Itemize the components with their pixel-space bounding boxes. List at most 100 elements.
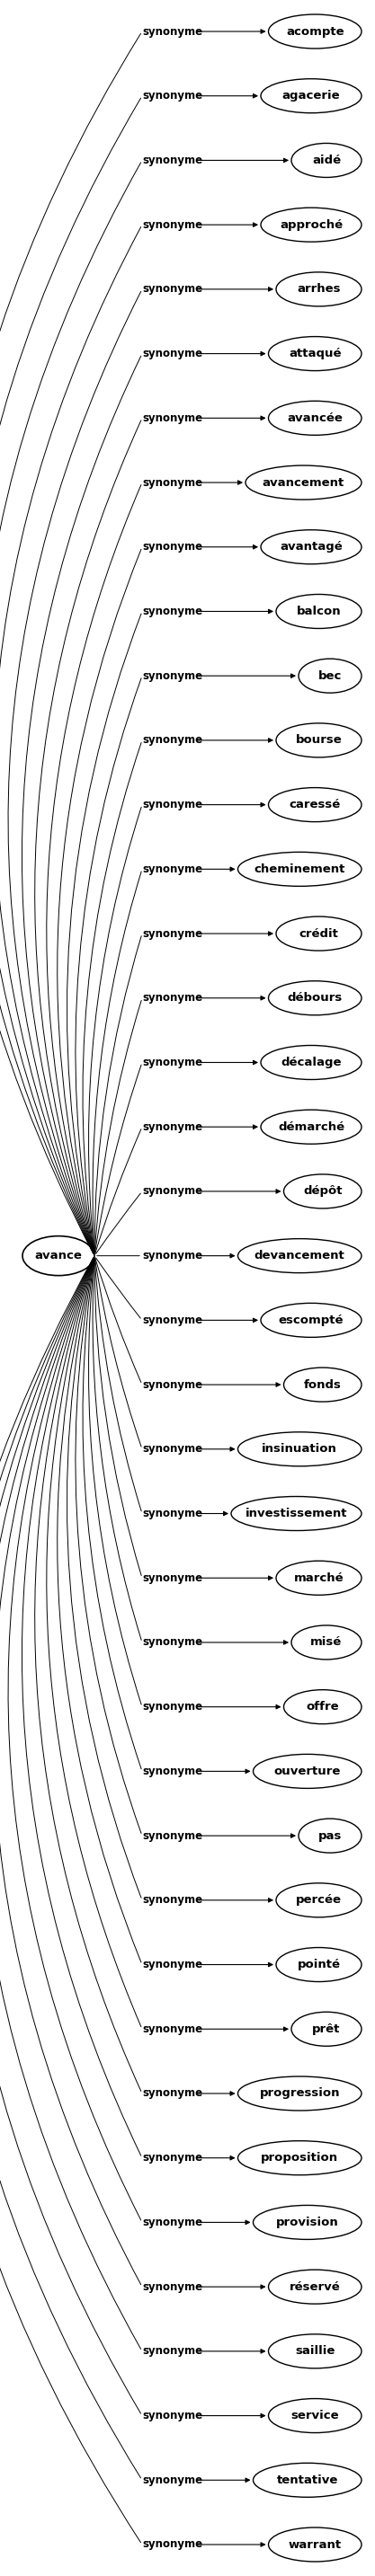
Text: synonyme: synonyme bbox=[142, 1571, 202, 1584]
FancyArrowPatch shape bbox=[0, 33, 141, 1255]
FancyArrowPatch shape bbox=[67, 1257, 141, 1899]
Text: synonyme: synonyme bbox=[142, 155, 202, 167]
FancyArrowPatch shape bbox=[88, 1257, 141, 1705]
Text: pas: pas bbox=[318, 1829, 342, 1842]
Text: marché: marché bbox=[294, 1571, 344, 1584]
Text: synonyme: synonyme bbox=[142, 2022, 202, 2035]
FancyArrowPatch shape bbox=[95, 1128, 141, 1255]
FancyArrowPatch shape bbox=[0, 98, 141, 1255]
Text: arrhes: arrhes bbox=[297, 283, 340, 296]
Text: offre: offre bbox=[306, 1700, 339, 1713]
Text: synonyme: synonyme bbox=[142, 283, 202, 296]
Text: synonyme: synonyme bbox=[142, 863, 202, 876]
FancyArrowPatch shape bbox=[95, 1257, 141, 1448]
FancyArrowPatch shape bbox=[0, 1257, 141, 2478]
FancyArrowPatch shape bbox=[35, 420, 141, 1255]
Text: provision: provision bbox=[276, 2215, 339, 2228]
Text: réservé: réservé bbox=[290, 2280, 340, 2293]
Text: synonyme: synonyme bbox=[142, 734, 202, 747]
Text: synonyme: synonyme bbox=[142, 26, 202, 36]
Text: synonyme: synonyme bbox=[142, 1829, 202, 1842]
Text: synonyme: synonyme bbox=[142, 2280, 202, 2293]
FancyArrowPatch shape bbox=[95, 1064, 141, 1255]
Text: synonyme: synonyme bbox=[142, 348, 202, 361]
Text: ouverture: ouverture bbox=[274, 1765, 341, 1777]
FancyArrowPatch shape bbox=[0, 1257, 141, 2543]
FancyArrowPatch shape bbox=[57, 1257, 141, 1963]
FancyArrowPatch shape bbox=[88, 806, 141, 1255]
Text: synonyme: synonyme bbox=[142, 2409, 202, 2421]
Text: saillie: saillie bbox=[295, 2344, 335, 2357]
Text: investissement: investissement bbox=[245, 1507, 347, 1520]
FancyArrowPatch shape bbox=[0, 1257, 141, 2414]
FancyArrowPatch shape bbox=[0, 227, 141, 1255]
Text: avance: avance bbox=[34, 1249, 82, 1262]
Text: synonyme: synonyme bbox=[142, 2476, 202, 2486]
Text: synonyme: synonyme bbox=[142, 1507, 202, 1520]
Text: acompte: acompte bbox=[286, 26, 344, 36]
FancyArrowPatch shape bbox=[94, 935, 141, 1255]
Text: synonyme: synonyme bbox=[142, 412, 202, 425]
FancyArrowPatch shape bbox=[83, 1257, 141, 1770]
Text: décalage: décalage bbox=[281, 1056, 342, 1069]
Text: balcon: balcon bbox=[297, 605, 341, 618]
Text: dépôt: dépôt bbox=[303, 1185, 342, 1198]
Text: bec: bec bbox=[318, 670, 342, 683]
FancyArrowPatch shape bbox=[22, 1257, 141, 2156]
FancyArrowPatch shape bbox=[94, 1257, 141, 1512]
Text: service: service bbox=[291, 2409, 339, 2421]
FancyArrowPatch shape bbox=[0, 1257, 141, 2285]
Text: tentative: tentative bbox=[277, 2476, 338, 2486]
Text: progression: progression bbox=[259, 2087, 340, 2099]
Text: synonyme: synonyme bbox=[142, 1056, 202, 1069]
Text: approché: approché bbox=[280, 219, 343, 232]
FancyArrowPatch shape bbox=[94, 1257, 141, 1577]
Text: misé: misé bbox=[310, 1636, 342, 1649]
Text: synonyme: synonyme bbox=[142, 1249, 202, 1262]
Text: insinuation: insinuation bbox=[262, 1443, 338, 1455]
Text: synonyme: synonyme bbox=[142, 477, 202, 489]
FancyArrowPatch shape bbox=[75, 1257, 141, 1834]
Text: prêt: prêt bbox=[312, 2022, 340, 2035]
FancyArrowPatch shape bbox=[57, 549, 141, 1255]
Text: synonyme: synonyme bbox=[142, 2087, 202, 2099]
Text: synonyme: synonyme bbox=[142, 1314, 202, 1327]
Text: synonyme: synonyme bbox=[142, 799, 202, 811]
FancyArrowPatch shape bbox=[67, 613, 141, 1255]
Text: synonyme: synonyme bbox=[142, 541, 202, 554]
Text: agacerie: agacerie bbox=[282, 90, 340, 100]
Text: synonyme: synonyme bbox=[142, 1765, 202, 1777]
Text: synonyme: synonyme bbox=[142, 1185, 202, 1198]
Text: proposition: proposition bbox=[261, 2151, 338, 2164]
Text: bourse: bourse bbox=[296, 734, 342, 747]
FancyArrowPatch shape bbox=[22, 355, 141, 1255]
Text: percée: percée bbox=[296, 1893, 342, 1906]
Text: synonyme: synonyme bbox=[142, 90, 202, 100]
Text: synonyme: synonyme bbox=[142, 2215, 202, 2228]
FancyArrowPatch shape bbox=[0, 162, 141, 1255]
Text: avantagé: avantagé bbox=[280, 541, 342, 554]
Text: synonyme: synonyme bbox=[142, 605, 202, 618]
FancyArrowPatch shape bbox=[8, 291, 141, 1255]
Text: avancement: avancement bbox=[262, 477, 345, 489]
Text: pointé: pointé bbox=[297, 1958, 340, 1971]
Text: fonds: fonds bbox=[304, 1378, 342, 1391]
FancyArrowPatch shape bbox=[96, 1193, 141, 1255]
Text: synonyme: synonyme bbox=[142, 1958, 202, 1971]
Text: synonyme: synonyme bbox=[142, 1700, 202, 1713]
Text: devancement: devancement bbox=[254, 1249, 345, 1262]
FancyArrowPatch shape bbox=[8, 1257, 141, 2221]
Text: synonyme: synonyme bbox=[142, 219, 202, 232]
Text: synonyme: synonyme bbox=[142, 1443, 202, 1455]
Text: débours: débours bbox=[287, 992, 342, 1005]
Text: synonyme: synonyme bbox=[142, 1378, 202, 1391]
Text: cheminement: cheminement bbox=[254, 863, 345, 876]
Text: aidé: aidé bbox=[312, 155, 341, 167]
FancyArrowPatch shape bbox=[96, 1257, 141, 1319]
Text: synonyme: synonyme bbox=[142, 2344, 202, 2357]
Text: synonyme: synonyme bbox=[142, 1121, 202, 1133]
FancyArrowPatch shape bbox=[95, 1257, 141, 1383]
Text: attaqué: attaqué bbox=[289, 348, 341, 361]
Text: caressé: caressé bbox=[289, 799, 341, 811]
Text: synonyme: synonyme bbox=[142, 670, 202, 683]
